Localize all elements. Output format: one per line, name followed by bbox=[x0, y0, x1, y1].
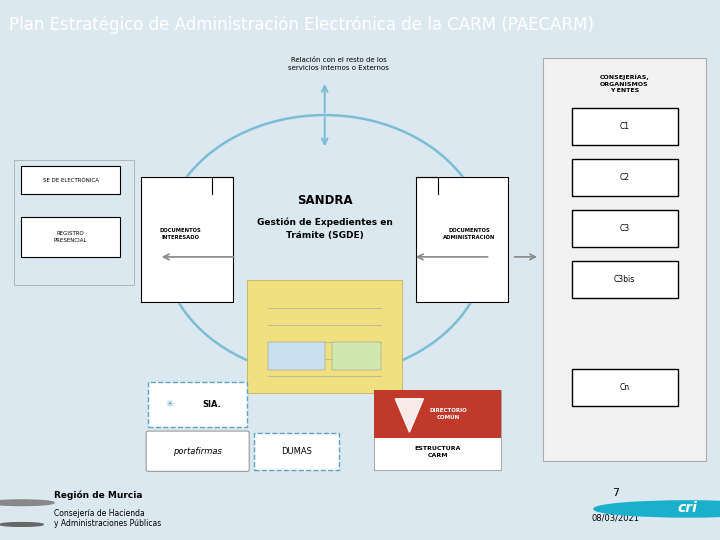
Text: C2: C2 bbox=[620, 173, 629, 182]
Text: ✳: ✳ bbox=[166, 400, 174, 409]
FancyBboxPatch shape bbox=[247, 280, 402, 393]
FancyBboxPatch shape bbox=[572, 159, 678, 196]
Text: Relación con el resto de los
servicios Internos o Externos: Relación con el resto de los servicios I… bbox=[289, 57, 390, 71]
Text: C1: C1 bbox=[620, 122, 629, 131]
Circle shape bbox=[594, 501, 720, 517]
Text: 7: 7 bbox=[612, 488, 619, 498]
Text: DUMAS: DUMAS bbox=[281, 447, 312, 456]
Text: SIA.: SIA. bbox=[202, 400, 221, 409]
Text: Plan Estratégico de Administración Electrónica de la CARM (PAECARM): Plan Estratégico de Administración Elect… bbox=[9, 15, 593, 33]
FancyBboxPatch shape bbox=[374, 390, 501, 438]
Text: REGISTRO
PRESENCIAL: REGISTRO PRESENCIAL bbox=[54, 231, 87, 243]
Text: SANDRA: SANDRA bbox=[297, 194, 353, 207]
Text: Consejería de Hacienda
y Administraciones Públicas: Consejería de Hacienda y Administracione… bbox=[54, 509, 161, 528]
Polygon shape bbox=[395, 399, 423, 432]
FancyBboxPatch shape bbox=[572, 108, 678, 145]
Text: C3bis: C3bis bbox=[614, 275, 635, 284]
FancyBboxPatch shape bbox=[22, 217, 120, 257]
Text: portafirmas: portafirmas bbox=[174, 447, 222, 456]
FancyBboxPatch shape bbox=[544, 58, 706, 461]
Text: Región de Murcia: Región de Murcia bbox=[54, 490, 143, 500]
Circle shape bbox=[0, 523, 43, 526]
Text: Gestión de Expedientes en
Trámite (SGDE): Gestión de Expedientes en Trámite (SGDE) bbox=[257, 218, 392, 240]
Text: ESTRUCTURA
CARM: ESTRUCTURA CARM bbox=[415, 447, 461, 458]
Text: DOCUMENTOS
INTERESADO: DOCUMENTOS INTERESADO bbox=[159, 228, 201, 240]
Polygon shape bbox=[416, 178, 508, 302]
Polygon shape bbox=[141, 178, 233, 302]
Text: DOCUMENTOS
ADMINISTRACIÓN: DOCUMENTOS ADMINISTRACIÓN bbox=[444, 228, 495, 240]
Text: cri: cri bbox=[678, 501, 698, 515]
FancyBboxPatch shape bbox=[374, 390, 501, 470]
FancyBboxPatch shape bbox=[148, 382, 247, 427]
FancyBboxPatch shape bbox=[572, 210, 678, 247]
FancyBboxPatch shape bbox=[572, 261, 678, 298]
Text: Cn: Cn bbox=[619, 383, 630, 392]
FancyBboxPatch shape bbox=[572, 369, 678, 406]
Text: C3: C3 bbox=[619, 224, 630, 233]
FancyBboxPatch shape bbox=[332, 342, 381, 370]
Text: 08/03/2021: 08/03/2021 bbox=[592, 514, 639, 523]
FancyBboxPatch shape bbox=[22, 166, 120, 194]
FancyBboxPatch shape bbox=[269, 342, 325, 370]
FancyBboxPatch shape bbox=[146, 431, 249, 471]
Text: DIRECTORIO
COMÚN: DIRECTORIO COMÚN bbox=[429, 408, 467, 420]
Text: CONSEJERÍAS,
ORGANISMOS
Y ENTES: CONSEJERÍAS, ORGANISMOS Y ENTES bbox=[600, 74, 649, 93]
Text: SE DE ELECTRÓNICA: SE DE ELECTRÓNICA bbox=[42, 178, 99, 183]
Circle shape bbox=[0, 500, 54, 505]
FancyBboxPatch shape bbox=[254, 433, 339, 470]
